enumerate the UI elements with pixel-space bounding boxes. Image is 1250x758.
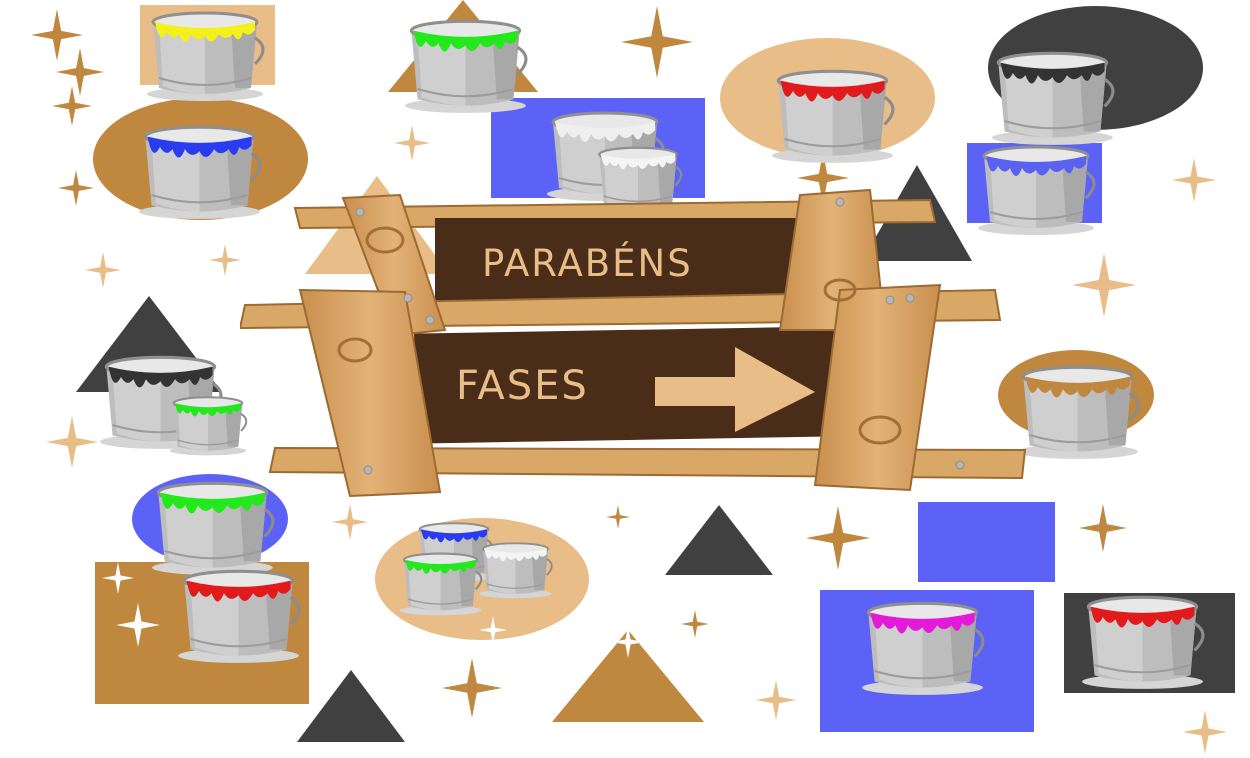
paint-bucket-icon	[168, 394, 248, 456]
star-icon	[52, 86, 92, 130]
star-icon	[31, 9, 83, 65]
star-icon	[606, 505, 630, 533]
star-icon	[102, 562, 134, 598]
star-icon	[1183, 710, 1227, 758]
paint-bucket-icon	[176, 566, 301, 664]
decor-triangle-dark-3	[665, 505, 773, 575]
paint-bucket-icon	[1080, 592, 1205, 690]
arrow-right-icon[interactable]	[655, 347, 815, 432]
star-icon	[46, 416, 98, 472]
star-icon	[806, 506, 870, 574]
paint-bucket-icon	[478, 540, 553, 599]
decor-square-blue-2	[918, 502, 1055, 582]
congrats-label: PARABÉNS	[482, 242, 693, 285]
paint-bucket-icon	[976, 142, 1096, 236]
star-icon	[612, 626, 644, 662]
paint-bucket-icon	[770, 66, 895, 164]
decor-triangle-dark-4	[297, 670, 405, 742]
star-icon	[85, 252, 121, 292]
paint-bucket-icon	[98, 352, 223, 450]
paint-bucket-icon	[145, 8, 265, 102]
wooden-sign: PARABÉNS FASES	[238, 180, 1030, 504]
paint-bucket-icon	[990, 48, 1115, 146]
star-icon	[756, 680, 796, 724]
paint-bucket-icon	[137, 122, 262, 220]
phases-button[interactable]: FASES	[456, 363, 589, 409]
star-icon	[332, 504, 368, 544]
star-icon	[58, 170, 94, 210]
star-icon	[442, 658, 502, 722]
star-icon	[116, 603, 160, 651]
star-icon	[797, 152, 849, 208]
star-icon	[394, 125, 430, 165]
star-icon	[209, 244, 241, 280]
paint-bucket-icon	[860, 598, 985, 696]
star-icon	[1172, 158, 1216, 206]
paint-bucket-icon	[403, 16, 528, 114]
star-icon	[1079, 504, 1127, 556]
star-icon	[621, 6, 693, 82]
star-icon	[479, 616, 507, 648]
paint-bucket-icon	[398, 550, 483, 616]
star-icon	[681, 610, 709, 642]
wooden-sign-graphic	[238, 188, 1027, 498]
star-icon	[1072, 253, 1136, 321]
paint-bucket-icon	[150, 478, 275, 576]
star-icon	[56, 48, 104, 100]
paint-bucket-icon	[1015, 362, 1140, 460]
